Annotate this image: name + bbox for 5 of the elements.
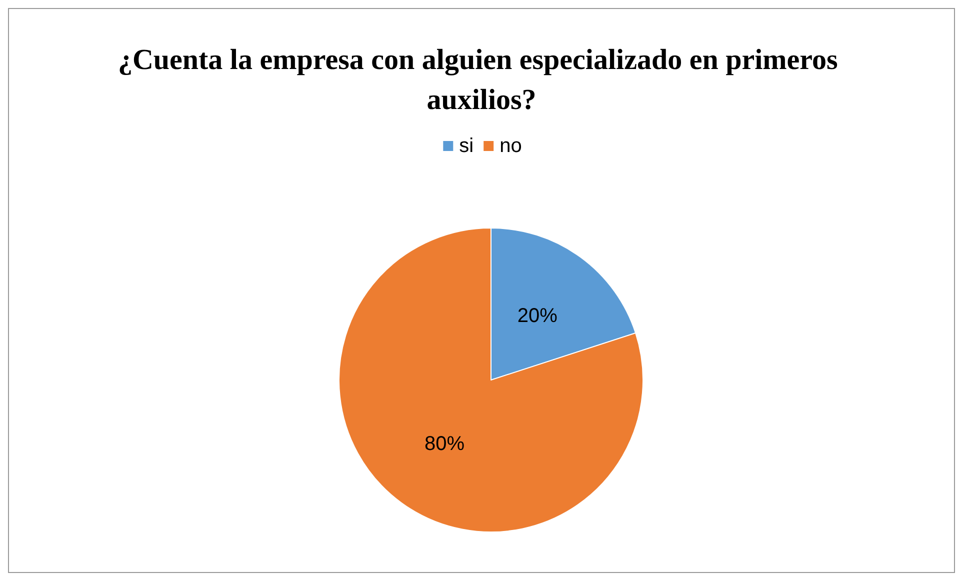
data-label: 20% [517,305,558,328]
legend-label: si [459,135,474,157]
legend-label: no [500,135,522,157]
chart-title: ¿Cuenta la empresa con alguien especializado en primeros auxilios? [118,44,846,116]
data-label: 80% [424,432,465,455]
